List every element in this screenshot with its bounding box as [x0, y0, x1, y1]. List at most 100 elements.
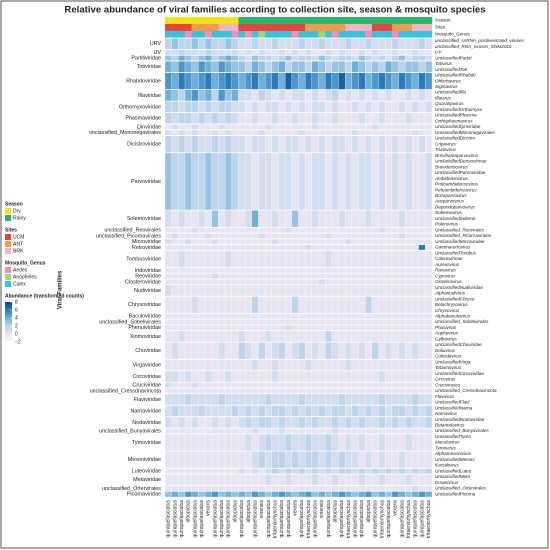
heatmap-cell — [184, 152, 192, 211]
heatmap-cell — [398, 319, 406, 326]
heatmap-cell — [425, 100, 433, 113]
heatmap-cell — [425, 273, 433, 280]
annotation-cell — [305, 31, 313, 38]
heatmap-cell — [351, 296, 359, 314]
row-sublabel: UnclassifiedRhabdo — [435, 73, 476, 78]
heatmap-cell — [398, 284, 406, 297]
heatmap-cell — [291, 135, 299, 153]
heatmap-cell — [278, 370, 286, 383]
heatmap-cell — [378, 450, 386, 469]
heatmap-cell — [418, 330, 426, 343]
heatmap-cell — [291, 152, 299, 211]
heatmap-cell — [425, 89, 433, 102]
heatmap-cell — [285, 324, 292, 331]
row-label: Iflaviridae — [138, 93, 161, 99]
heatmap-cell — [331, 49, 339, 56]
heatmap-cell — [298, 450, 306, 469]
annotation-cell — [278, 24, 286, 31]
heatmap-cell — [291, 370, 299, 383]
heatmap-cell — [305, 296, 312, 314]
column-label: albopictus — [186, 500, 192, 523]
heatmap-cell — [358, 55, 366, 62]
heatmap-cell — [345, 112, 353, 125]
heatmap-cell — [184, 382, 192, 389]
heatmap-cell — [224, 210, 232, 228]
heatmap-cell — [285, 416, 292, 429]
heatmap-cell — [191, 72, 199, 90]
heatmap-cell — [178, 238, 186, 245]
heatmap-cell — [238, 100, 246, 113]
heatmap-cell — [238, 273, 246, 280]
heatmap-cell — [258, 416, 266, 429]
heatmap-cell — [405, 416, 413, 429]
heatmap-cell — [244, 129, 252, 136]
annotation-cell — [425, 31, 433, 38]
heatmap-cell — [224, 382, 232, 389]
heatmap-cell — [171, 60, 179, 73]
column-label: vexans — [393, 500, 399, 516]
heatmap-cell — [365, 210, 373, 228]
heatmap-cell — [191, 324, 199, 331]
row-sublabel: UnclassifiedNarna — [435, 405, 473, 410]
heatmap-cell — [198, 313, 206, 320]
heatmap-cell — [285, 100, 292, 113]
heatmap-cell — [411, 100, 419, 113]
heatmap-cell — [204, 152, 212, 211]
heatmap-cell — [191, 330, 199, 343]
heatmap-cell — [164, 341, 172, 360]
heatmap-cell — [285, 359, 292, 371]
heatmap-cell — [425, 485, 433, 492]
heatmap-cell — [385, 405, 393, 417]
heatmap-cell — [184, 49, 192, 56]
heatmap-cell — [305, 37, 312, 50]
heatmap-cell — [325, 238, 333, 245]
row-sublabel: UnclassifiedCircoviridae — [435, 371, 484, 376]
heatmap-cell — [171, 485, 179, 492]
heatmap-cell — [251, 244, 259, 251]
heatmap-cell — [318, 485, 326, 492]
heatmap-cell — [198, 273, 206, 280]
heatmap-cell — [258, 232, 266, 239]
heatmap-cell — [425, 473, 433, 486]
row-sublabel: Bocaparvovirus — [435, 193, 467, 198]
heatmap-cell — [278, 112, 286, 125]
heatmap-cell — [198, 112, 206, 125]
heatmap-cell — [358, 267, 366, 274]
heatmap-cell — [385, 319, 393, 326]
heatmap-cell — [425, 244, 433, 251]
heatmap-cell — [184, 450, 192, 469]
heatmap-cell — [331, 37, 339, 50]
column-label: sinensis — [319, 500, 325, 519]
heatmap-cell — [411, 112, 419, 125]
heatmap-cell — [398, 433, 406, 452]
heatmap-cell — [305, 382, 312, 389]
heatmap-cell — [231, 49, 239, 56]
heatmap-cell — [318, 468, 326, 475]
heatmap-cell — [238, 60, 246, 73]
heatmap-cell — [338, 416, 346, 429]
heatmap-cell — [325, 324, 333, 331]
heatmap-cell — [231, 244, 239, 251]
heatmap-cell — [171, 278, 179, 285]
heatmap-cell — [345, 250, 353, 268]
annotation-cell — [211, 17, 219, 24]
heatmap-cell — [224, 244, 232, 251]
heatmap-cell — [298, 267, 306, 274]
row-label: Nodaviridae — [132, 420, 161, 426]
heatmap-cell — [318, 450, 326, 469]
row-label: Luteoviridae — [132, 469, 161, 475]
heatmap-cell — [244, 433, 252, 452]
heatmap-cell — [338, 278, 346, 285]
heatmap-cell — [224, 359, 232, 371]
heatmap-cell — [425, 232, 433, 239]
heatmap-cell — [405, 284, 413, 297]
row-sublabel: Circovirus — [435, 377, 456, 382]
heatmap-cell — [305, 112, 312, 125]
heatmap-cell — [278, 267, 286, 274]
heatmap-cell — [351, 450, 359, 469]
heatmap-cell — [371, 485, 379, 492]
heatmap-cell — [378, 296, 386, 314]
heatmap-cell — [265, 359, 272, 371]
heatmap-cell — [345, 238, 353, 245]
column-label: vexans — [292, 500, 298, 516]
